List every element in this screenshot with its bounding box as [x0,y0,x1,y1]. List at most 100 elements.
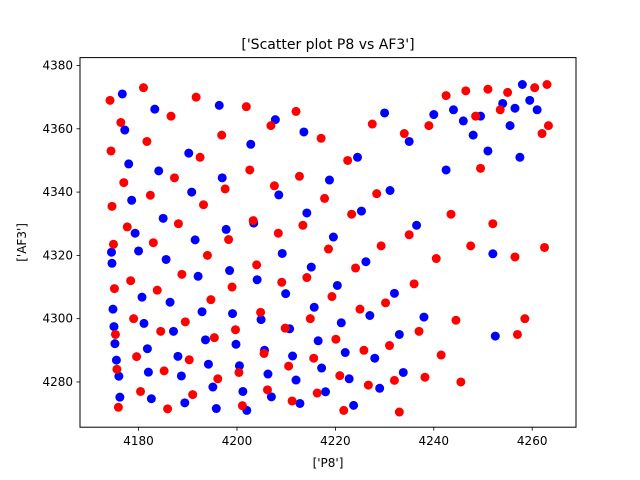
data-point [503,87,513,97]
data-point [288,351,298,361]
data-point [224,235,234,245]
data-point [197,307,207,317]
series-2 [105,80,553,417]
data-point [327,292,337,302]
data-point [446,209,456,219]
data-point [385,186,395,195]
data-point [510,252,520,262]
data-point [259,348,269,358]
data-point [381,298,391,308]
x-axis-ticks: 4180 4200 4220 4240 4260 [123,427,547,448]
data-point [294,171,304,181]
data-point [302,273,312,283]
data-point [441,165,451,175]
data-point [246,139,256,149]
data-point [117,89,127,99]
data-point [110,339,120,349]
data-point [143,367,153,377]
data-point [332,280,342,290]
data-point [241,102,251,112]
data-point [225,266,235,276]
x-axis-label: ['P8'] [313,456,344,470]
series-1 [106,80,542,415]
data-point [169,173,179,183]
data-point [532,105,542,115]
data-point [351,263,361,273]
data-point [130,228,140,238]
data-point [306,262,316,272]
data-point [512,329,522,339]
data-point [339,405,349,415]
data-point [184,355,194,365]
data-point [517,80,527,89]
plot-frame [79,57,577,428]
data-point [280,323,290,333]
data-point [256,307,266,317]
data-point [161,254,171,264]
data-point [335,371,345,381]
y-axis-label: ['AF3'] [15,223,29,262]
data-point [399,129,409,139]
data-point [372,189,382,199]
data-point [154,166,164,176]
data-point [525,95,535,105]
data-point [217,173,227,183]
data-point [234,367,244,377]
data-point [209,333,219,343]
data-point [163,404,173,414]
data-point [113,402,123,412]
data-point [324,175,334,185]
x-tick-label: 4200 [222,434,253,448]
data-point [227,282,237,292]
data-point [176,371,186,381]
data-point [208,382,218,392]
data-point [119,178,129,188]
data-point [134,246,144,256]
data-point [262,385,272,395]
data-point [389,288,399,298]
data-point [114,371,124,381]
y-tick-label: 4280 [42,375,73,389]
data-point [111,355,121,365]
data-point [389,375,399,385]
data-point [419,312,429,322]
data-point [343,155,353,165]
data-point [137,292,147,302]
data-point [150,104,160,114]
data-point [228,309,238,319]
data-point [202,250,212,260]
data-point [515,152,525,162]
data-point [142,136,152,146]
data-point [142,344,152,354]
data-point [488,219,498,229]
data-point [124,159,134,169]
data-point [361,257,371,267]
data-point [458,116,468,126]
y-tick-label: 4300 [42,312,73,326]
data-point [495,105,505,115]
data-point [231,339,241,349]
data-point [349,400,359,410]
data-point [126,276,136,286]
data-point [385,341,395,351]
data-point [328,232,338,242]
y-axis-ticks: 4280 4300 4320 4340 4360 4380 [42,59,80,389]
data-point [177,269,187,279]
data-point [429,110,439,120]
data-point [109,322,119,332]
data-point [245,165,255,175]
data-point [108,239,118,249]
data-point [336,318,346,328]
data-point [165,297,175,307]
x-tick-label: 4260 [517,434,548,448]
data-point [505,121,515,131]
data-point [295,398,305,408]
data-point [370,353,380,363]
data-point [106,146,116,156]
data-point [106,247,116,257]
data-point [466,241,476,251]
data-point [363,380,373,390]
points-layer [105,80,553,417]
data-point [316,133,326,143]
